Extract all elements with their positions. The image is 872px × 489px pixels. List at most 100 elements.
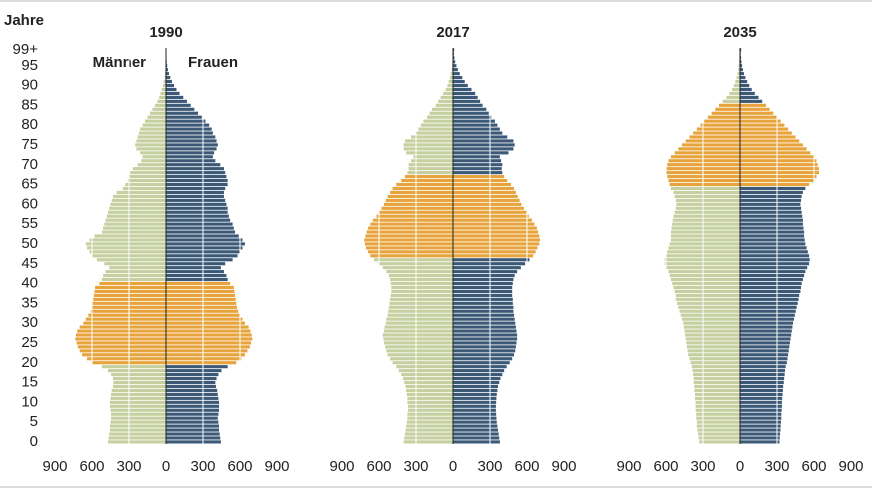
bar	[669, 274, 740, 278]
bar	[157, 99, 166, 103]
bar	[740, 424, 781, 428]
bar	[738, 64, 740, 68]
bar	[427, 115, 453, 119]
y-tick-label: 65	[21, 176, 38, 193]
bar	[101, 365, 166, 369]
bar	[670, 238, 740, 242]
bar	[453, 56, 455, 60]
bar	[166, 238, 243, 242]
bar	[390, 357, 453, 361]
chart-title: 1990	[149, 24, 182, 41]
bar	[406, 388, 453, 393]
x-tick-label: 300	[690, 458, 715, 475]
bar	[735, 79, 740, 84]
bar	[740, 91, 755, 96]
bar	[398, 369, 453, 373]
bar	[690, 361, 740, 365]
bar	[166, 337, 253, 341]
bar	[685, 333, 740, 337]
y-tick-label: 35	[21, 294, 38, 311]
bar	[384, 325, 453, 329]
bar	[166, 222, 233, 226]
bar	[453, 198, 520, 202]
bar	[453, 99, 481, 103]
x-tick-label: 900	[264, 458, 289, 475]
bar	[138, 131, 166, 135]
bar	[680, 313, 740, 317]
bar	[109, 404, 166, 408]
bar	[740, 361, 787, 365]
bar	[453, 392, 497, 396]
bar	[451, 68, 453, 72]
bar	[453, 167, 502, 171]
y-tick-label: 20	[21, 354, 38, 371]
bar	[688, 353, 740, 357]
bar	[694, 392, 740, 396]
bar	[423, 119, 453, 123]
bar	[683, 321, 740, 325]
x-tick-label: 900	[42, 458, 67, 475]
bar	[672, 222, 740, 226]
bar	[689, 357, 740, 361]
bar	[111, 373, 166, 377]
bar	[740, 202, 801, 206]
bar	[166, 400, 220, 404]
bar	[740, 159, 817, 163]
bar	[719, 103, 740, 107]
bar	[453, 60, 456, 64]
bar	[733, 83, 740, 88]
bar	[674, 210, 740, 214]
bar	[166, 182, 228, 187]
y-tick-label: 30	[21, 314, 38, 331]
bar	[166, 293, 236, 297]
bar	[453, 48, 455, 52]
bar	[675, 293, 740, 297]
bar	[740, 250, 808, 254]
bar	[166, 127, 212, 131]
bar	[166, 83, 175, 88]
bar	[166, 329, 251, 333]
bar	[740, 143, 803, 147]
bar	[83, 321, 166, 325]
bar	[695, 408, 740, 412]
bar	[385, 345, 453, 349]
bar	[453, 194, 518, 198]
bar	[453, 309, 514, 313]
bar	[448, 79, 453, 84]
bar	[109, 206, 166, 210]
bar	[698, 432, 740, 436]
x-tick-label: 0	[449, 458, 457, 475]
bar	[740, 238, 805, 242]
bar	[726, 95, 740, 99]
x-tick-label: 600	[227, 458, 252, 475]
bar	[453, 222, 535, 226]
bar	[453, 202, 522, 206]
bar	[166, 297, 236, 301]
bar	[89, 250, 166, 254]
bar	[670, 230, 740, 234]
bar	[740, 222, 803, 226]
bar	[82, 353, 166, 357]
bar	[740, 99, 763, 103]
bar	[104, 222, 166, 226]
bar	[453, 64, 457, 68]
bar	[160, 91, 166, 96]
chart-title: 2035	[723, 24, 756, 41]
bar	[740, 210, 802, 214]
bar	[453, 91, 476, 96]
bar	[740, 151, 811, 155]
bar	[740, 384, 784, 389]
bar	[166, 396, 219, 400]
bar	[166, 119, 206, 123]
bar	[740, 440, 780, 444]
bar	[166, 76, 171, 80]
bar	[453, 365, 507, 369]
bar	[364, 238, 453, 242]
bar	[385, 321, 453, 325]
bar	[667, 250, 740, 254]
bar	[403, 143, 453, 147]
bar	[162, 83, 166, 88]
bar	[453, 341, 517, 345]
bar	[453, 349, 516, 353]
bar	[740, 190, 803, 195]
